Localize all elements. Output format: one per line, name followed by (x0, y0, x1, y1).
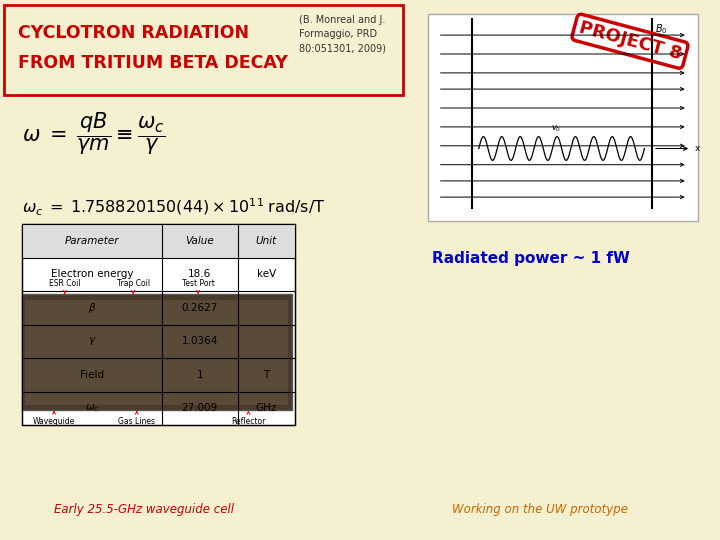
FancyBboxPatch shape (25, 300, 288, 405)
Text: $v_0$: $v_0$ (551, 124, 561, 134)
Text: CYCLOTRON RADIATION: CYCLOTRON RADIATION (18, 24, 249, 42)
Text: Test Port: Test Port (181, 279, 215, 288)
Text: $\omega_c \;=\; 1.758820150(44) \times 10^{11}\; \mathrm{rad/s/T}$: $\omega_c \;=\; 1.758820150(44) \times 1… (22, 197, 325, 218)
Text: $\beta$: $\beta$ (88, 301, 96, 315)
Text: x: x (695, 144, 700, 153)
Text: 27.009: 27.009 (181, 403, 218, 413)
Text: Field: Field (80, 370, 104, 380)
Text: (B. Monreal and J.
Formaggio, PRD
80:051301, 2009): (B. Monreal and J. Formaggio, PRD 80:051… (299, 15, 386, 53)
Text: $\omega_c$: $\omega_c$ (84, 402, 99, 414)
Text: Radiated power ~ 1 fW: Radiated power ~ 1 fW (432, 251, 630, 266)
Text: $\gamma$: $\gamma$ (88, 335, 96, 347)
Text: keV: keV (257, 269, 276, 279)
Text: GHz: GHz (256, 403, 277, 413)
Text: Electron energy: Electron energy (50, 269, 133, 279)
FancyBboxPatch shape (22, 294, 292, 410)
Text: Parameter: Parameter (65, 236, 119, 246)
Text: 1.0364: 1.0364 (181, 336, 218, 346)
Text: PROJECT 8: PROJECT 8 (577, 19, 683, 64)
Text: ESR Coil: ESR Coil (49, 279, 81, 288)
Text: Trap Coil: Trap Coil (117, 279, 150, 288)
FancyBboxPatch shape (22, 224, 295, 258)
Text: Value: Value (186, 236, 214, 246)
FancyBboxPatch shape (22, 224, 295, 425)
FancyBboxPatch shape (4, 5, 403, 94)
Text: Reflector: Reflector (231, 417, 266, 426)
Text: 0.2627: 0.2627 (181, 303, 218, 313)
Text: Gas Lines: Gas Lines (118, 417, 156, 426)
Text: $\omega \;=\; \dfrac{qB}{\gamma m} \equiv \dfrac{\omega_c}{\gamma}$: $\omega \;=\; \dfrac{qB}{\gamma m} \equi… (22, 111, 165, 157)
Text: 18.6: 18.6 (188, 269, 212, 279)
Text: FROM TRITIUM BETA DECAY: FROM TRITIUM BETA DECAY (18, 54, 288, 72)
Text: Unit: Unit (256, 236, 277, 246)
Text: Early 25.5-GHz waveguide cell: Early 25.5-GHz waveguide cell (54, 503, 234, 516)
Text: Waveguide: Waveguide (33, 417, 75, 426)
Text: Working on the UW prototype: Working on the UW prototype (452, 503, 628, 516)
FancyBboxPatch shape (428, 14, 698, 221)
Text: T: T (264, 370, 269, 380)
Text: 1: 1 (197, 370, 203, 380)
Text: $B_0$: $B_0$ (655, 23, 667, 37)
